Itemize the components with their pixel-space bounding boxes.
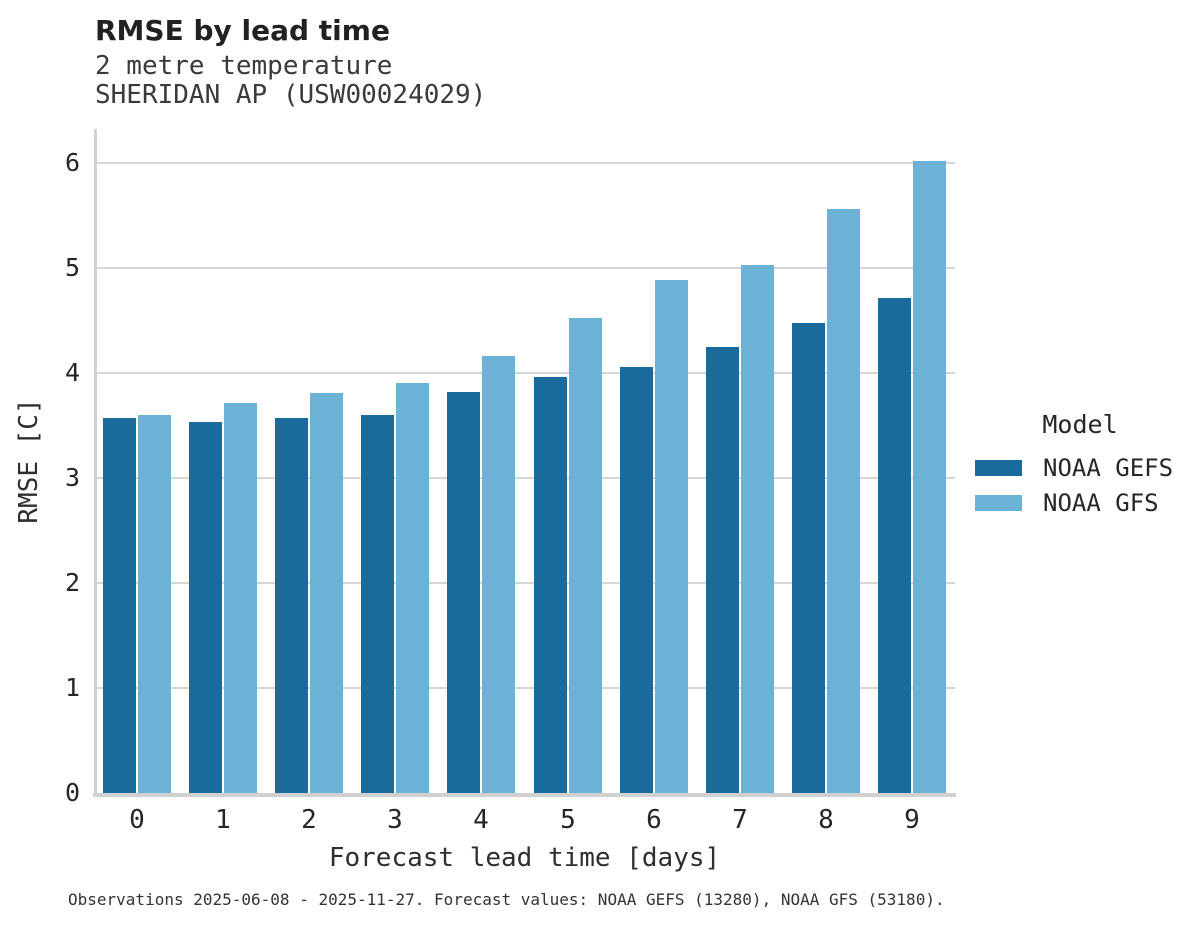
legend: Model NOAA GEFS NOAA GFS <box>975 410 1185 520</box>
chart-title: RMSE by lead time <box>95 14 390 47</box>
x-tick-label-9: 9 <box>904 805 920 835</box>
y-tick-label-2: 2 <box>64 568 80 597</box>
x-tick-label-7: 7 <box>732 805 748 835</box>
bar-noaa-gefs-lead-1 <box>189 422 222 793</box>
bar-noaa-gfs-lead-2 <box>310 393 343 793</box>
y-tick-label-5: 5 <box>64 253 80 282</box>
x-axis-spine <box>93 793 956 797</box>
bar-noaa-gefs-lead-9 <box>878 298 911 793</box>
x-tick-label-2: 2 <box>301 805 317 835</box>
footnote: Observations 2025-06-08 - 2025-11-27. Fo… <box>68 890 945 909</box>
x-tick-label-5: 5 <box>560 805 576 835</box>
legend-title: Model <box>1042 410 1118 439</box>
gridline-y-3 <box>96 477 955 479</box>
chart-subtitle-station: SHERIDAN AP (USW00024029) <box>95 80 487 110</box>
bar-noaa-gfs-lead-7 <box>741 265 774 793</box>
gridline-y-5 <box>96 267 955 269</box>
bar-noaa-gfs-lead-6 <box>655 280 688 793</box>
bar-noaa-gfs-lead-8 <box>827 209 860 793</box>
y-axis-label: RMSE [C] <box>14 398 44 524</box>
bar-noaa-gefs-lead-6 <box>620 367 653 793</box>
gridline-y-2 <box>96 582 955 584</box>
y-tick-label-4: 4 <box>64 358 80 387</box>
y-tick-label-1: 1 <box>64 673 80 702</box>
y-tick-label-3: 3 <box>64 463 80 492</box>
bar-noaa-gefs-lead-4 <box>447 392 480 793</box>
y-axis-spine <box>94 129 97 797</box>
legend-label-noaa-gfs: NOAA GFS <box>1043 488 1159 517</box>
y-tick-label-0: 0 <box>64 778 80 807</box>
x-tick-label-3: 3 <box>387 805 403 835</box>
gridline-y-6 <box>96 162 955 164</box>
legend-entry-noaa-gfs: NOAA GFS <box>975 485 1185 520</box>
bar-noaa-gefs-lead-5 <box>534 377 567 793</box>
bar-noaa-gfs-lead-4 <box>482 356 515 793</box>
bar-noaa-gefs-lead-8 <box>792 323 825 793</box>
legend-swatch-noaa-gefs <box>975 459 1022 476</box>
x-tick-label-4: 4 <box>473 805 489 835</box>
y-tick-label-6: 6 <box>64 148 80 177</box>
bar-noaa-gefs-lead-7 <box>706 347 739 793</box>
legend-swatch-noaa-gfs <box>975 494 1022 511</box>
x-tick-label-1: 1 <box>215 805 231 835</box>
x-tick-label-6: 6 <box>646 805 662 835</box>
bar-noaa-gfs-lead-3 <box>396 383 429 793</box>
bar-noaa-gfs-lead-9 <box>913 161 946 793</box>
bar-noaa-gfs-lead-0 <box>138 415 171 793</box>
plot-area <box>93 129 956 797</box>
bar-noaa-gfs-lead-5 <box>569 318 602 793</box>
chart-subtitle-variable: 2 metre temperature <box>95 51 393 81</box>
legend-entry-noaa-gefs: NOAA GEFS <box>975 450 1185 485</box>
bar-noaa-gefs-lead-3 <box>361 415 394 793</box>
gridline-y-4 <box>96 372 955 374</box>
bar-noaa-gefs-lead-0 <box>103 418 136 793</box>
gridline-y-1 <box>96 687 955 689</box>
x-tick-label-8: 8 <box>818 805 834 835</box>
x-axis-label: Forecast lead time [days] <box>328 843 721 873</box>
bar-noaa-gfs-lead-1 <box>224 403 257 793</box>
legend-label-noaa-gefs: NOAA GEFS <box>1043 453 1174 482</box>
x-tick-label-0: 0 <box>129 805 145 835</box>
bar-noaa-gefs-lead-2 <box>275 418 308 793</box>
